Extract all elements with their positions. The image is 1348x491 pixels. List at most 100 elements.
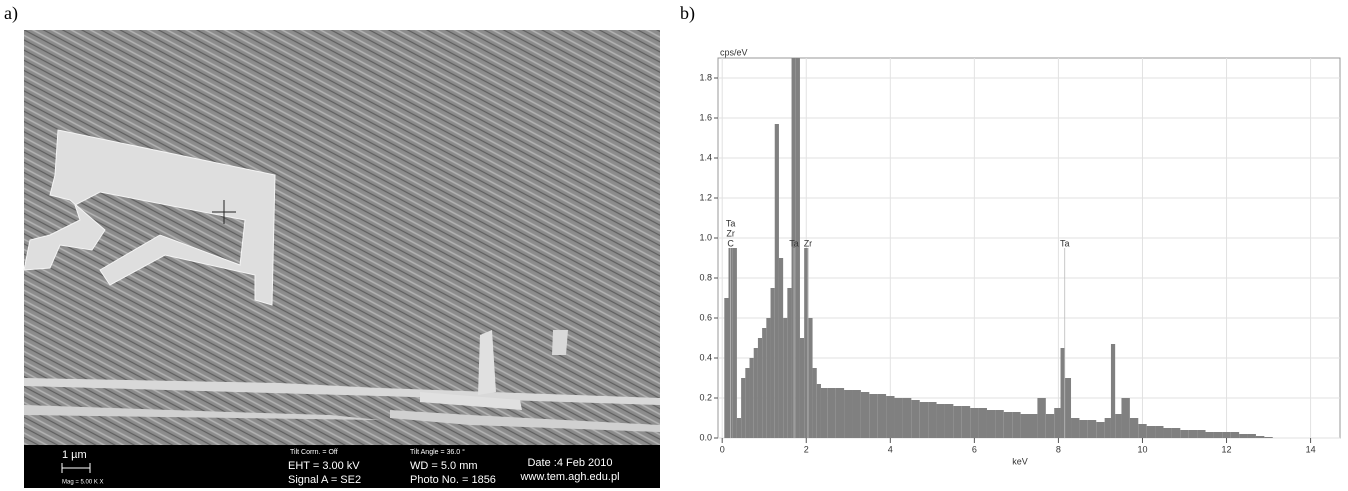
bar [812,368,817,438]
bar [860,392,870,438]
bar [736,418,742,438]
panel-label: a) [4,3,18,24]
peak-label: Zr [804,238,813,248]
bar [1060,348,1065,438]
bar [1029,414,1038,438]
bar [919,402,929,438]
bar [1037,398,1046,438]
scale-text: 1 µm [62,449,87,461]
tilt-corr-text: Tilt Corrn. = Off [290,449,338,456]
x-tick-label: 6 [972,444,977,454]
bar [1205,432,1214,438]
wd-text: WD = 5.0 mm [410,460,478,472]
bar [783,318,788,438]
y-tick-label: 0.4 [699,352,712,362]
bar [911,400,920,438]
bar [1087,420,1097,438]
y-tick-label: 1.6 [699,112,712,122]
bar [970,408,979,438]
peak-label: Zr [726,228,735,238]
bar [774,124,779,438]
peak-label: Ta [726,218,736,228]
bar [1146,426,1156,438]
bar [1096,422,1105,438]
bar [1171,428,1181,438]
bar [1163,428,1172,438]
date-text: Date :4 Feb 2010 [527,457,612,469]
bar [795,58,800,438]
x-tick-label: 14 [1306,444,1316,454]
photo-text: Photo No. = 1856 [410,474,496,486]
bar [787,288,792,438]
bar [749,358,754,438]
y-tick-label: 1.0 [699,232,712,242]
bar [808,318,813,438]
y-tick-label: 0.8 [699,272,712,282]
bar [1222,432,1231,438]
bar [1188,430,1198,438]
bar [1155,426,1164,438]
bar [724,298,729,438]
bar [1115,414,1122,438]
bar [1054,408,1061,438]
bar [799,338,805,438]
bar [762,328,767,438]
bar [791,58,796,438]
peak-label: C [727,238,734,248]
bar [1213,432,1223,438]
bar [1121,398,1130,438]
bar [766,318,771,438]
plot-frame [717,57,1341,439]
bar [1045,414,1055,438]
y-tick-label: 0.2 [699,392,712,402]
bar [928,402,937,438]
bar [1129,418,1139,438]
bar [1079,420,1088,438]
bar [1110,344,1116,438]
bar [877,394,887,438]
bar [852,390,861,438]
bar [835,388,845,438]
peak-label: Ta [1060,238,1070,248]
bar [886,396,895,438]
bar [995,410,1004,438]
bar [869,394,878,438]
spectrum-chart: cps/eV keV 0.0 0.2 0.4 0.6 0.8 1.0 1.2 1.4 1.6 1.… [699,47,1341,466]
peak-label: Ta [789,238,799,248]
bar [894,398,903,438]
bar [902,398,912,438]
bar [944,404,954,438]
bar [1020,414,1029,438]
bar [1264,437,1273,438]
x-tick-label: 0 [720,444,725,454]
bar [757,338,763,438]
sem-info-bar: 1 µm Mag = 5.00 K X Tilt Corrn. = Off EH… [24,445,660,488]
bar [804,248,809,438]
y-tick-label: 1.8 [699,72,712,82]
bar [1064,378,1072,438]
bar [1239,434,1248,438]
bar [1247,434,1256,438]
url-text: www.tem.agh.edu.pl [519,471,619,483]
sem-image [23,30,660,445]
x-axis-label: keV [1012,456,1028,466]
bar [844,390,853,438]
bar [961,406,971,438]
x-tick-label: 4 [888,444,893,454]
bar [732,248,737,438]
bar [1230,432,1240,438]
bar [1104,418,1111,438]
bar [986,410,996,438]
panel-label: b) [680,3,695,24]
bar [1012,412,1021,438]
x-tick-label: 12 [1222,444,1232,454]
tilt-angle-text: Tilt Angle = 36.0 ° [410,448,465,456]
bar [770,288,775,438]
bar [978,408,987,438]
bar [753,348,758,438]
bar [936,404,945,438]
bar [741,378,746,438]
eht-text: EHT = 3.00 kV [288,460,360,472]
